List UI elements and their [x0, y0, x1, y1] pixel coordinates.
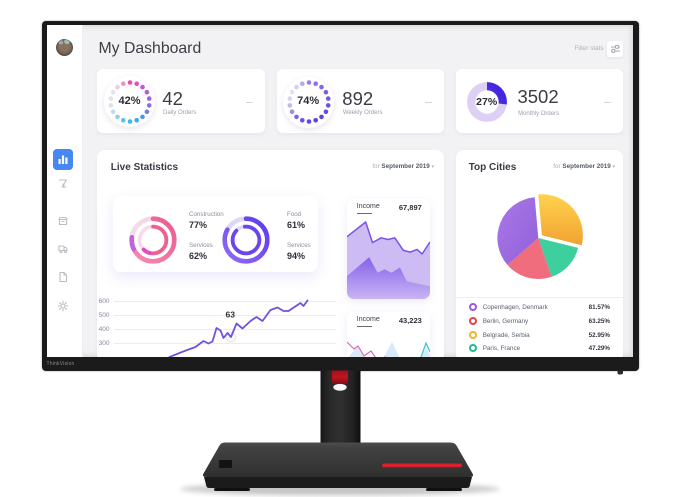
svg-text:63: 63 [225, 310, 235, 320]
